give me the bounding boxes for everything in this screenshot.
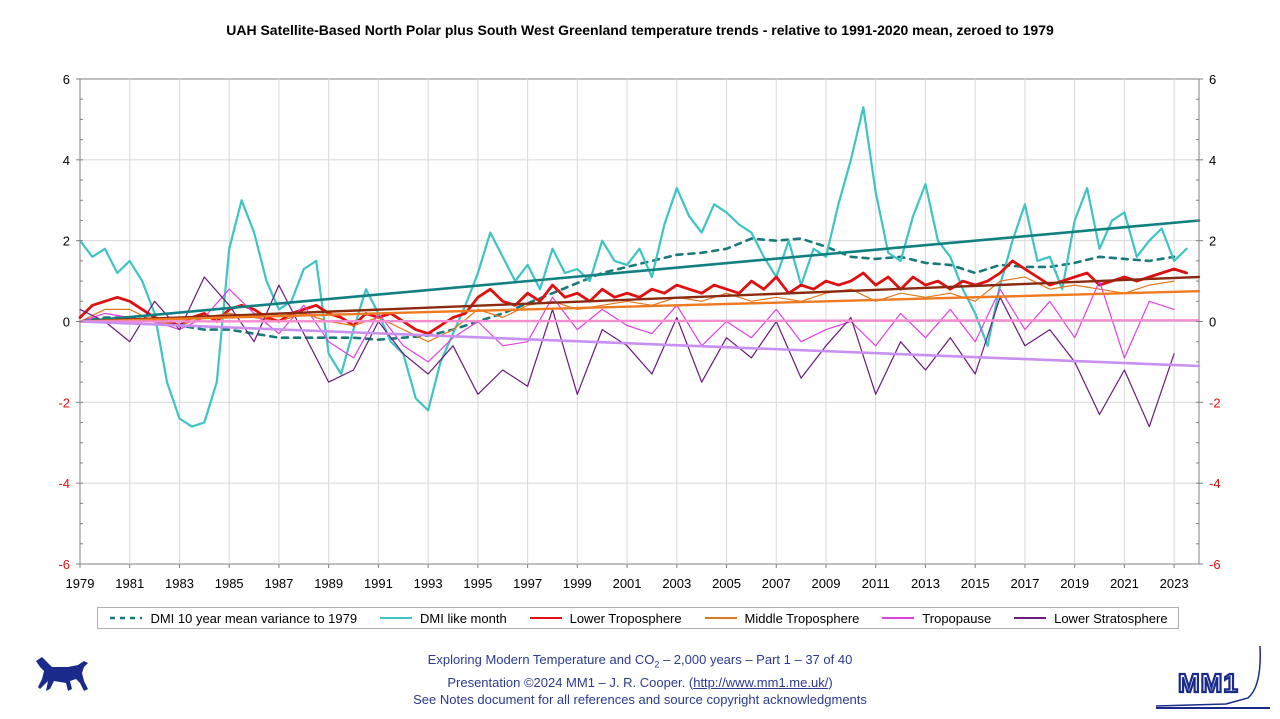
- chart-title: UAH Satellite-Based North Polar plus Sou…: [226, 22, 1054, 38]
- x-tick-label: 2003: [662, 576, 691, 591]
- footer-line-1: Exploring Modern Temperature and CO2 – 2…: [427, 652, 853, 670]
- x-tick-label: 1983: [165, 576, 194, 591]
- series-line-dmi-10-year-mean-variance-to-1979: [78, 237, 1176, 342]
- y-tick-label-right: 2: [1209, 234, 1216, 249]
- x-tick-label: 2021: [1110, 576, 1139, 591]
- x-tick-label: 1987: [264, 576, 293, 591]
- legend-swatch: [110, 616, 143, 620]
- y-tick-label-left: 0: [63, 315, 70, 330]
- chart-plot: 6 6 4 4 2 2 0 0 -2 -2 -4 -4 -6 -6 1979 1981 1983 1985 1987…: [58, 72, 1220, 591]
- mm1-logo: MM1: [1156, 646, 1270, 709]
- legend-swatch: [380, 617, 412, 619]
- series-line-tropopause-trend: [78, 319, 1201, 323]
- x-tick-label: 1997: [513, 576, 542, 591]
- legend-item: Tropopause: [880, 611, 991, 626]
- x-tick-label: 2007: [762, 576, 791, 591]
- legend-label: Middle Troposphere: [744, 610, 860, 626]
- x-tick-label: 2019: [1060, 576, 1089, 591]
- x-tick-label: 1985: [215, 576, 244, 591]
- legend-swatch: [1014, 617, 1047, 619]
- series-line-lower-stratosphere: [79, 276, 1175, 428]
- y-tick-label-left: 4: [63, 153, 70, 168]
- y-tick-label-left: 2: [63, 234, 70, 249]
- x-tick-label: 2023: [1160, 576, 1189, 591]
- legend-label: Tropopause: [922, 610, 992, 626]
- footer: Exploring Modern Temperature and CO2 – 2…: [300, 651, 980, 708]
- dog-icon: [36, 657, 88, 691]
- x-tick-label: 1981: [115, 576, 144, 591]
- x-tick-label: 1995: [463, 576, 492, 591]
- series-line-middle-troposphere: [79, 276, 1175, 343]
- series-line-middle-troposphere-trend: [78, 290, 1201, 323]
- footer-line-2: Presentation ©2024 MM1 – J. R. Cooper. (…: [447, 674, 833, 690]
- x-tick-label: 2015: [961, 576, 990, 591]
- footer-line-3: See Notes document for all references an…: [413, 691, 867, 707]
- y-tick-label-right: -6: [1209, 557, 1221, 572]
- y-tick-label-left: -4: [58, 476, 70, 491]
- x-tick-label: 1991: [364, 576, 393, 591]
- y-tick-label-left: -6: [58, 557, 70, 572]
- y-tick-label-left: 6: [63, 72, 70, 87]
- legend-swatch: [529, 617, 562, 619]
- x-tick-label: 2011: [862, 576, 890, 591]
- legend-item: Lower Troposphere: [528, 611, 682, 626]
- legend-item: Middle Troposphere: [703, 610, 860, 626]
- legend-label: DMI like month: [420, 610, 507, 626]
- legend-item: DMI like month: [378, 611, 507, 626]
- legend-swatch: [704, 617, 737, 619]
- legend-swatch: [882, 617, 915, 619]
- legend-label: Lower Troposphere: [569, 610, 682, 626]
- x-tick-label: 1979: [66, 576, 95, 591]
- series-line-dmi-like-month-trend: [78, 219, 1201, 323]
- y-tick-label-right: 4: [1209, 153, 1216, 168]
- x-tick-label: 2005: [712, 576, 741, 591]
- x-tick-label: 1999: [563, 576, 592, 591]
- website-link[interactable]: http://www.mm1.me.uk/: [693, 674, 829, 690]
- y-tick-label-right: 0: [1209, 315, 1216, 330]
- x-tick-label: 2013: [911, 576, 940, 591]
- mm1-logo-text: MM1: [1178, 668, 1239, 698]
- legend-label: Lower Stratosphere: [1054, 610, 1168, 626]
- x-tick-label: 2009: [812, 576, 841, 591]
- series-layer: [78, 106, 1201, 428]
- x-tick-label: 2001: [613, 576, 642, 591]
- axis-layer: 6 6 4 4 2 2 0 0 -2 -2 -4 -4 -6 -6 1979 1981 1983 1985 1987…: [58, 72, 1220, 591]
- y-tick-label-right: -2: [1209, 395, 1221, 410]
- series-line-dmi-like-month: [78, 106, 1188, 428]
- legend-item: DMI 10 year mean variance to 1979: [108, 611, 357, 626]
- x-tick-label: 1989: [314, 576, 343, 591]
- x-tick-label: 2017: [1010, 576, 1039, 591]
- x-tick-label: 1993: [414, 576, 443, 591]
- series-line-lower-stratosphere-trend: [78, 320, 1201, 368]
- legend-item: Lower Stratosphere: [1012, 610, 1168, 626]
- legend: DMI 10 year mean variance to 1979 DMI lik…: [97, 607, 1179, 629]
- y-tick-label-right: 6: [1209, 72, 1216, 87]
- series-line-lower-troposphere-trend: [78, 275, 1201, 323]
- legend-label: DMI 10 year mean variance to 1979: [150, 610, 358, 626]
- y-tick-label-left: -2: [58, 395, 70, 410]
- y-tick-label-right: -4: [1209, 476, 1221, 491]
